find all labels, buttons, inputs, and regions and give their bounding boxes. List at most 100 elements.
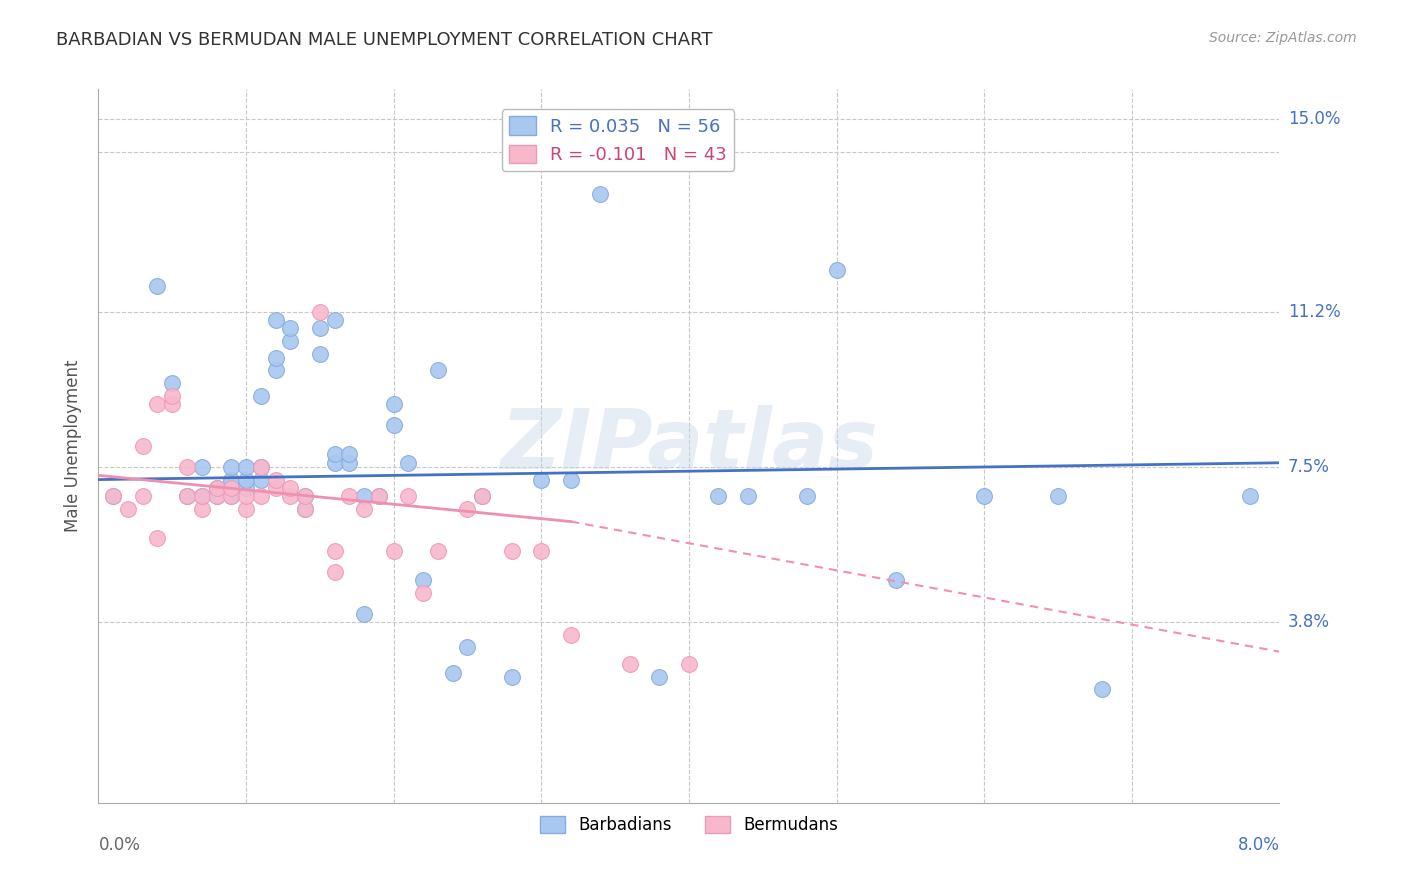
Point bbox=[221, 473, 243, 487]
Point bbox=[205, 489, 228, 503]
Point bbox=[530, 473, 553, 487]
Point bbox=[441, 665, 464, 680]
Text: Source: ZipAtlas.com: Source: ZipAtlas.com bbox=[1209, 31, 1357, 45]
Point bbox=[250, 460, 273, 475]
Point bbox=[235, 481, 257, 495]
Point bbox=[619, 657, 641, 672]
Text: 0.0%: 0.0% bbox=[98, 837, 141, 855]
Legend: Barbadians, Bermudans: Barbadians, Bermudans bbox=[533, 809, 845, 841]
Point bbox=[235, 473, 257, 487]
Point bbox=[250, 389, 273, 403]
Point bbox=[264, 313, 287, 327]
Point bbox=[162, 397, 183, 411]
Point bbox=[221, 489, 243, 503]
Point bbox=[146, 279, 169, 293]
Point bbox=[294, 489, 316, 503]
Point bbox=[323, 456, 346, 470]
Point bbox=[264, 363, 287, 377]
Point bbox=[427, 544, 450, 558]
Point bbox=[191, 502, 214, 516]
Point bbox=[294, 502, 316, 516]
Point bbox=[176, 460, 198, 475]
Point bbox=[235, 489, 257, 503]
Point bbox=[323, 544, 346, 558]
Text: 3.8%: 3.8% bbox=[1288, 614, 1330, 632]
Point bbox=[250, 460, 273, 475]
Point bbox=[368, 489, 391, 503]
Point bbox=[368, 489, 391, 503]
Point bbox=[294, 489, 316, 503]
Point bbox=[221, 481, 243, 495]
Point bbox=[264, 481, 287, 495]
Y-axis label: Male Unemployment: Male Unemployment bbox=[63, 359, 82, 533]
Point bbox=[353, 489, 375, 503]
Point bbox=[398, 489, 420, 503]
Point bbox=[323, 565, 346, 579]
Text: 11.2%: 11.2% bbox=[1288, 302, 1340, 321]
Point bbox=[796, 489, 818, 503]
Point bbox=[323, 313, 346, 327]
Text: BARBADIAN VS BERMUDAN MALE UNEMPLOYMENT CORRELATION CHART: BARBADIAN VS BERMUDAN MALE UNEMPLOYMENT … bbox=[56, 31, 713, 49]
Point bbox=[146, 532, 169, 546]
Point bbox=[191, 489, 214, 503]
Point bbox=[1046, 489, 1070, 503]
Point bbox=[412, 574, 434, 588]
Point bbox=[221, 460, 243, 475]
Point bbox=[103, 489, 125, 503]
Point bbox=[339, 489, 361, 503]
Point bbox=[501, 670, 523, 684]
Point bbox=[737, 489, 759, 503]
Point bbox=[176, 489, 198, 503]
Point bbox=[191, 489, 214, 503]
Point bbox=[162, 376, 183, 390]
Point bbox=[162, 389, 183, 403]
Point bbox=[221, 489, 243, 503]
Point bbox=[825, 262, 848, 277]
Point bbox=[309, 321, 332, 335]
Point bbox=[501, 544, 523, 558]
Point bbox=[294, 502, 316, 516]
Point bbox=[309, 346, 332, 360]
Point bbox=[427, 363, 450, 377]
Point bbox=[589, 187, 612, 202]
Text: 7.5%: 7.5% bbox=[1288, 458, 1330, 476]
Point bbox=[398, 456, 420, 470]
Point bbox=[471, 489, 494, 503]
Point bbox=[235, 460, 257, 475]
Point bbox=[339, 447, 361, 461]
Point bbox=[382, 417, 405, 432]
Point bbox=[382, 544, 405, 558]
Point bbox=[132, 439, 155, 453]
Point bbox=[973, 489, 995, 503]
Point bbox=[457, 502, 479, 516]
Point bbox=[117, 502, 139, 516]
Point bbox=[678, 657, 700, 672]
Point bbox=[560, 628, 582, 642]
Point bbox=[176, 489, 198, 503]
Point bbox=[205, 481, 228, 495]
Point bbox=[250, 489, 273, 503]
Point bbox=[146, 397, 169, 411]
Text: ZIPatlas: ZIPatlas bbox=[501, 406, 877, 486]
Point bbox=[191, 460, 214, 475]
Point bbox=[471, 489, 494, 503]
Point bbox=[235, 502, 257, 516]
Point bbox=[884, 574, 907, 588]
Point bbox=[530, 544, 553, 558]
Point bbox=[353, 502, 375, 516]
Point bbox=[264, 351, 287, 365]
Point bbox=[560, 473, 582, 487]
Point bbox=[280, 489, 302, 503]
Point bbox=[707, 489, 730, 503]
Point bbox=[280, 334, 302, 348]
Point bbox=[264, 473, 287, 487]
Point bbox=[323, 447, 346, 461]
Point bbox=[353, 607, 375, 621]
Point bbox=[250, 473, 273, 487]
Point bbox=[648, 670, 671, 684]
Point bbox=[280, 481, 302, 495]
Point bbox=[382, 397, 405, 411]
Point bbox=[309, 304, 332, 318]
Point bbox=[339, 456, 361, 470]
Point bbox=[103, 489, 125, 503]
